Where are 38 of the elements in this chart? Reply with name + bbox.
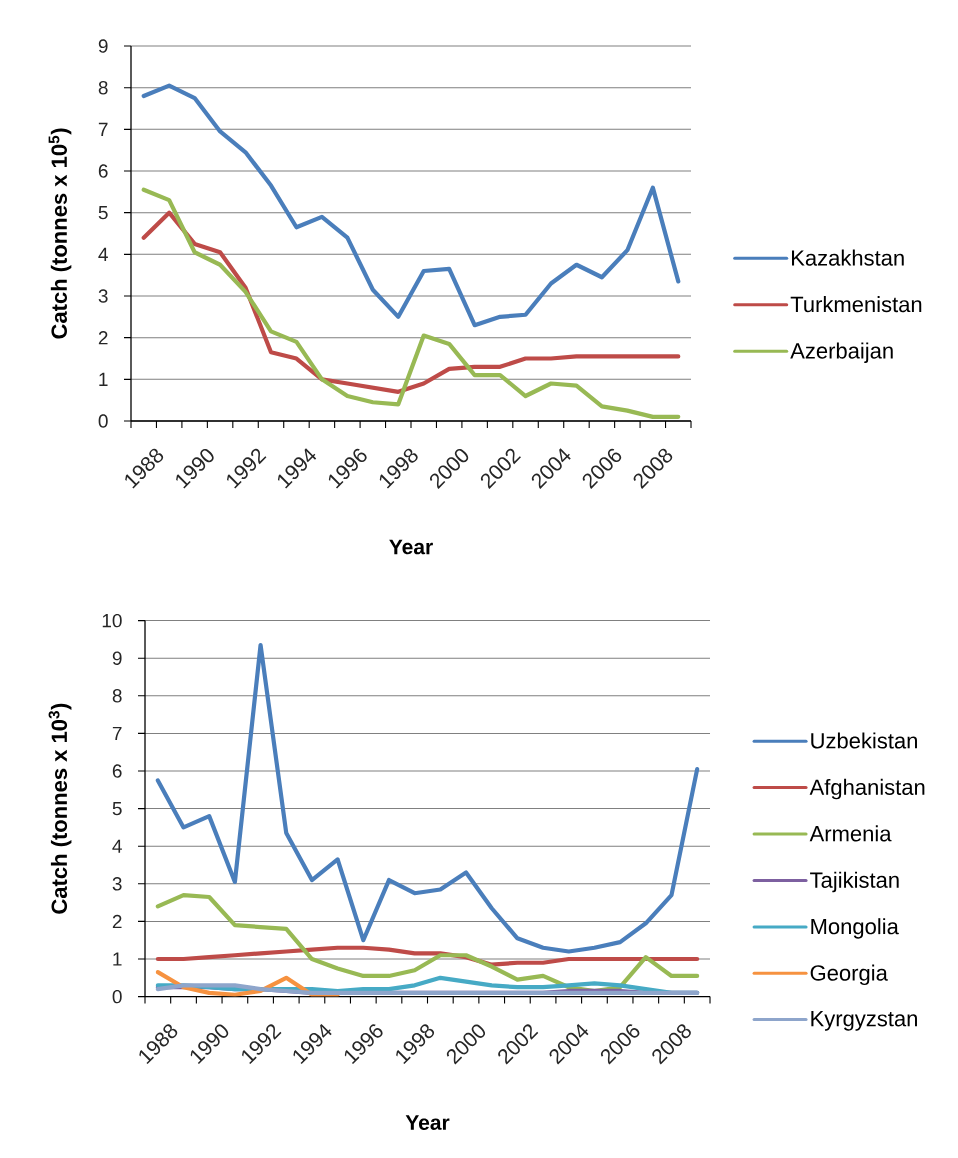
legend-label: Turkmenistan xyxy=(790,296,922,313)
y-tick-label: 3 xyxy=(112,877,122,891)
y-tick-label: 2 xyxy=(98,331,108,345)
y-tick-label: 5 xyxy=(112,801,122,816)
legend-label: Georgia xyxy=(810,964,888,986)
legend-label: Tajikistan xyxy=(810,871,899,893)
legend-label: Armenia xyxy=(809,825,892,842)
y-tick-label: 9 xyxy=(112,651,122,665)
y-tick-label: 7 xyxy=(98,122,108,136)
y-tick-label: 6 xyxy=(112,764,122,778)
y-tick-label: 4 xyxy=(112,839,122,853)
y-tick-label: 0 xyxy=(112,989,122,1004)
legend-label: Kyrgyzstan xyxy=(811,1011,917,1031)
y-tick-label: 6 xyxy=(98,164,108,178)
y-tick-label: 5 xyxy=(98,206,108,220)
line-series xyxy=(141,83,681,328)
legend-label: Azerbaijan xyxy=(790,342,893,363)
legend-label: Uzbekistan xyxy=(811,732,917,749)
legend-label: Afghanistan xyxy=(809,778,925,800)
y-tick-label: 4 xyxy=(98,247,108,261)
y-axis-title: Catch (tonnes x 10$^{3}$) xyxy=(48,703,72,914)
y-tick-label: 2 xyxy=(112,914,122,929)
y-tick-label: 1 xyxy=(99,372,108,386)
y-tick-label: 10 xyxy=(102,613,122,628)
legend-label: Kazakhstan xyxy=(792,249,904,266)
line-series xyxy=(155,642,700,954)
y-axis-title: Catch (tonnes x 10$^{5}$) xyxy=(48,128,72,339)
y-tick-label: 8 xyxy=(98,80,108,95)
y-tick-label: 0 xyxy=(98,414,108,428)
y-tick-label: 8 xyxy=(112,689,122,703)
y-tick-label: 1 xyxy=(113,952,122,966)
x-axis-title: Year xyxy=(405,1115,450,1130)
legend-label: Mongolia xyxy=(811,918,899,939)
y-tick-label: 3 xyxy=(98,289,108,303)
y-tick-label: 7 xyxy=(112,726,122,740)
y-tick-label: 9 xyxy=(98,39,108,53)
x-axis-title: Year xyxy=(389,539,433,555)
line-series xyxy=(141,187,681,419)
